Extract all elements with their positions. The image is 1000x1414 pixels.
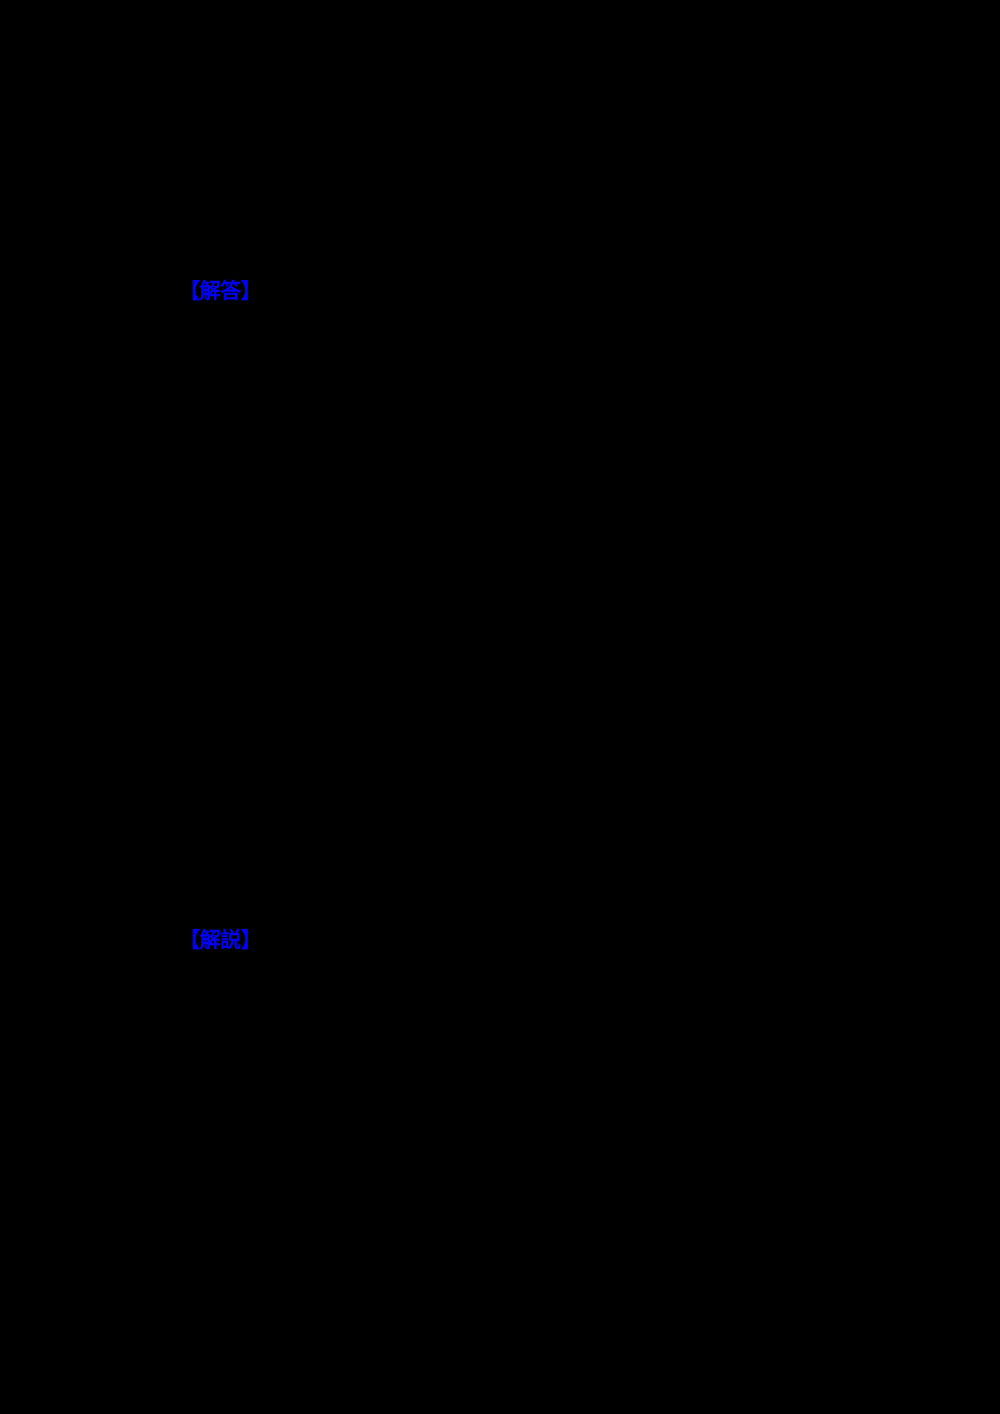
section-heading-answer: 【解答】 xyxy=(179,279,262,303)
footer-region xyxy=(60,1370,940,1400)
header-region xyxy=(60,30,940,260)
section-heading-explanation: 【解説】 xyxy=(179,928,262,952)
answer-body-region xyxy=(60,310,940,910)
explanation-body-region xyxy=(60,960,940,1360)
